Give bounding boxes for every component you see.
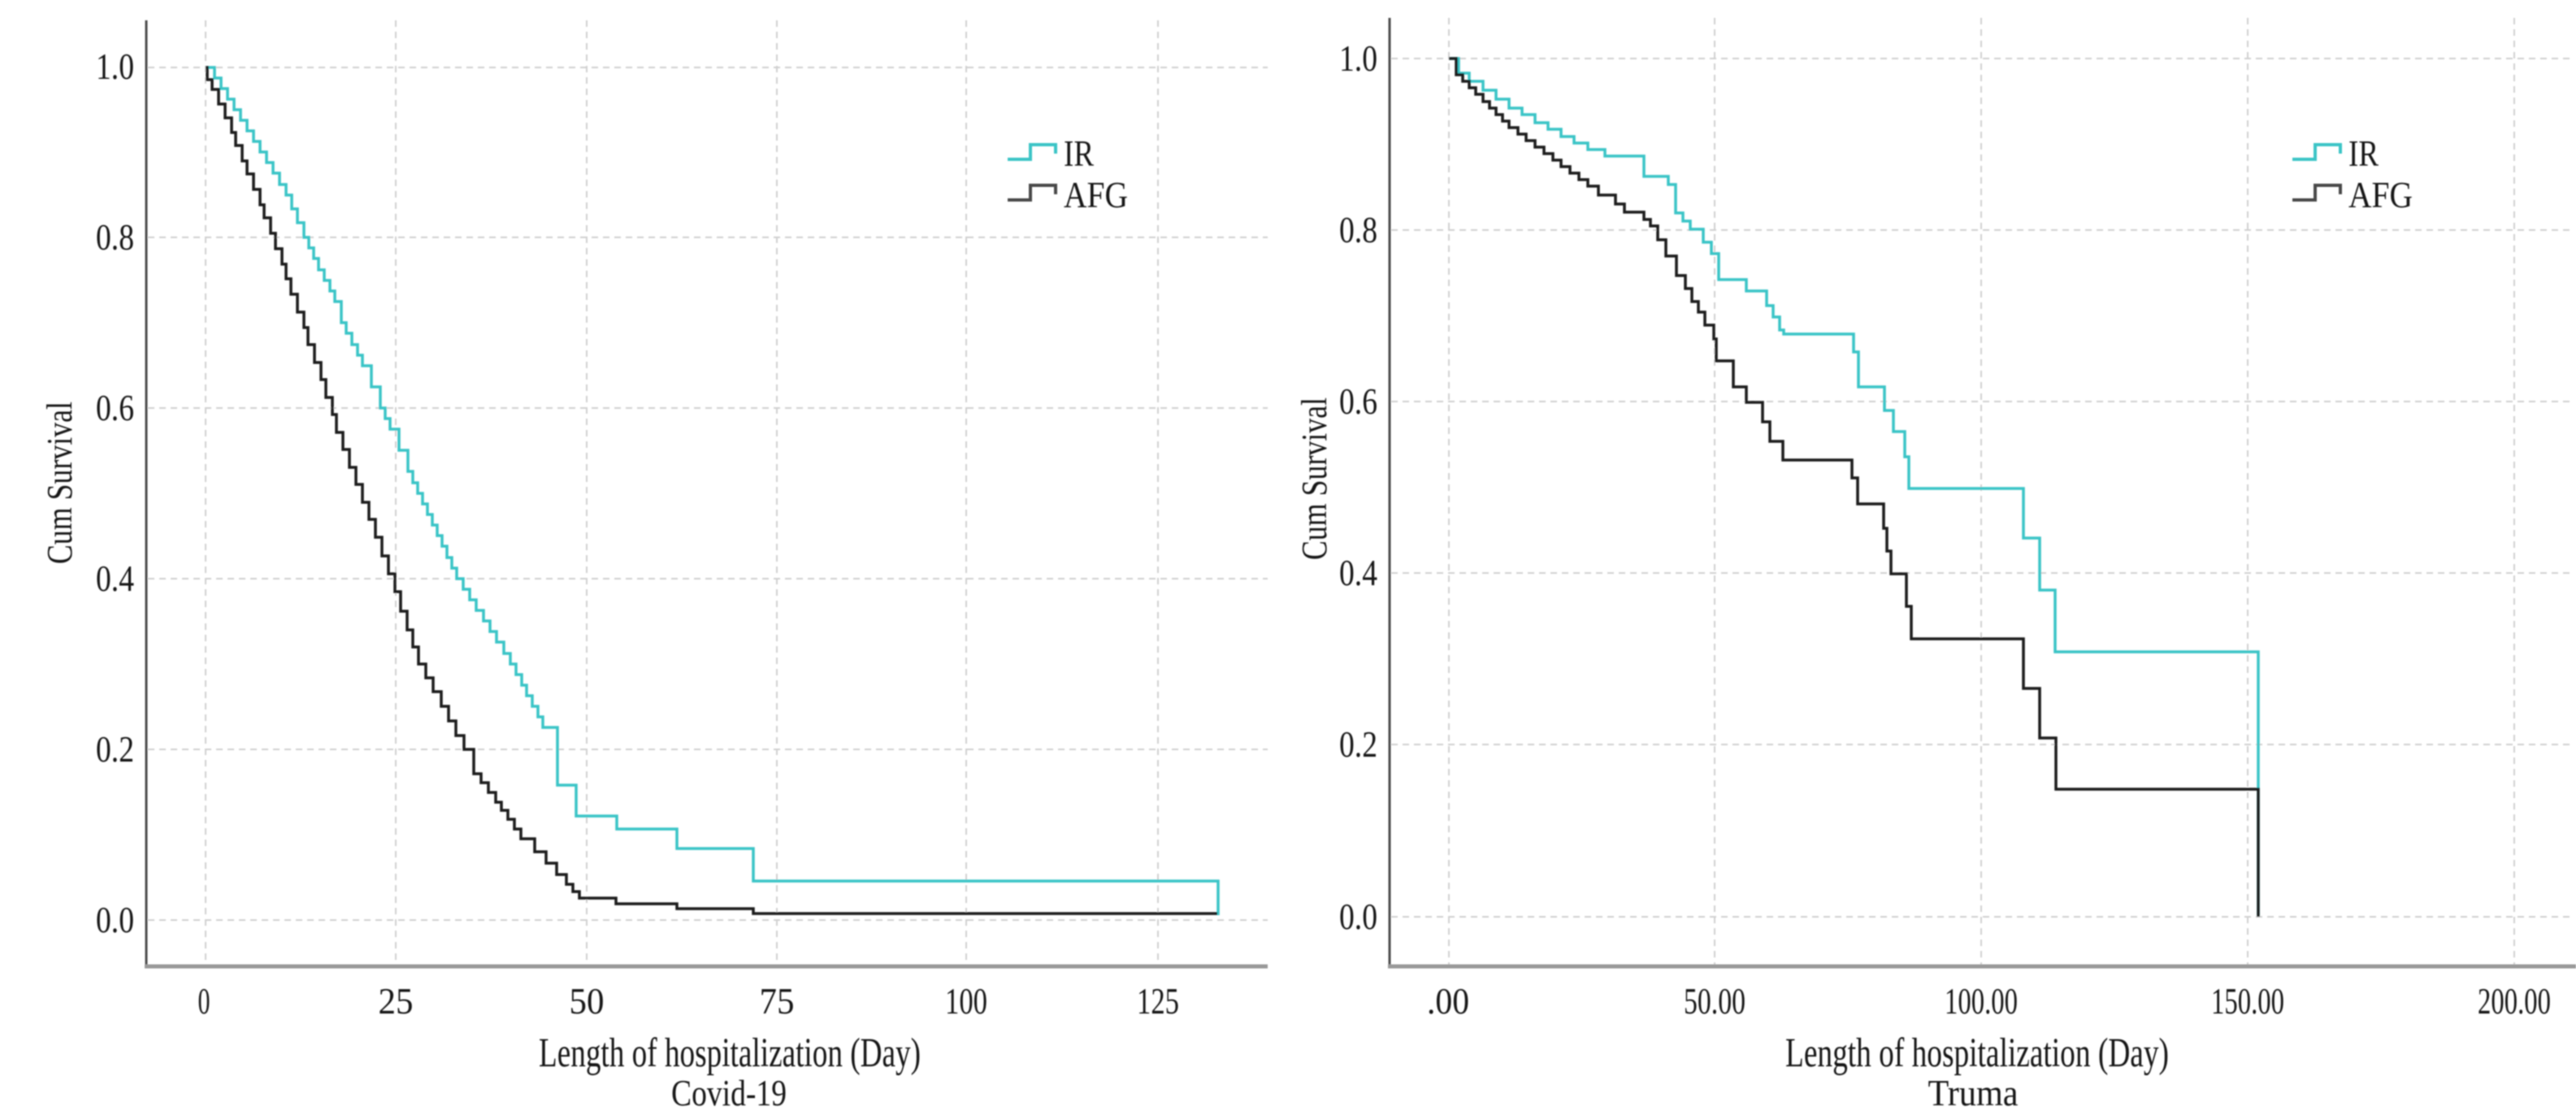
svg-text:0.2: 0.2 [1339, 723, 1377, 765]
svg-text:1.0: 1.0 [96, 46, 134, 87]
svg-text:150.00: 150.00 [2211, 980, 2284, 1022]
svg-text:0.0: 0.0 [1339, 896, 1377, 937]
svg-text:IR: IR [2348, 132, 2379, 174]
svg-text:0.8: 0.8 [1339, 209, 1377, 250]
svg-text:100: 100 [945, 980, 987, 1022]
svg-text:Cum Survival: Cum Survival [1295, 397, 1334, 560]
svg-text:0.8: 0.8 [96, 216, 134, 258]
svg-text:AFG: AFG [2348, 174, 2413, 215]
svg-text:0.0: 0.0 [96, 899, 134, 940]
svg-text:0.6: 0.6 [1339, 380, 1377, 422]
svg-text:Truma: Truma [1928, 1072, 2019, 1113]
svg-text:Length of hospitalization (Day: Length of hospitalization (Day) [1785, 1031, 2169, 1076]
svg-text:.00: .00 [1427, 980, 1469, 1022]
svg-text:50.00: 50.00 [1684, 980, 1746, 1022]
svg-text:Cum Survival: Cum Survival [40, 402, 80, 564]
svg-text:200.00: 200.00 [2478, 980, 2551, 1022]
svg-text:Covid-19: Covid-19 [671, 1072, 787, 1113]
svg-text:0.4: 0.4 [1339, 552, 1377, 593]
svg-text:0.6: 0.6 [96, 387, 134, 428]
svg-text:75: 75 [760, 980, 795, 1022]
svg-text:50: 50 [570, 980, 605, 1022]
svg-text:0.2: 0.2 [96, 728, 134, 770]
svg-text:100.00: 100.00 [1945, 980, 2018, 1022]
svg-text:25: 25 [379, 980, 414, 1022]
svg-text:0: 0 [198, 980, 210, 1022]
svg-text:0.4: 0.4 [96, 558, 134, 599]
svg-text:125: 125 [1137, 980, 1179, 1022]
svg-text:1.0: 1.0 [1339, 37, 1377, 79]
svg-text:IR: IR [1064, 132, 1094, 174]
svg-text:Length of hospitalization (Day: Length of hospitalization (Day) [539, 1031, 921, 1076]
svg-text:AFG: AFG [1064, 174, 1128, 215]
